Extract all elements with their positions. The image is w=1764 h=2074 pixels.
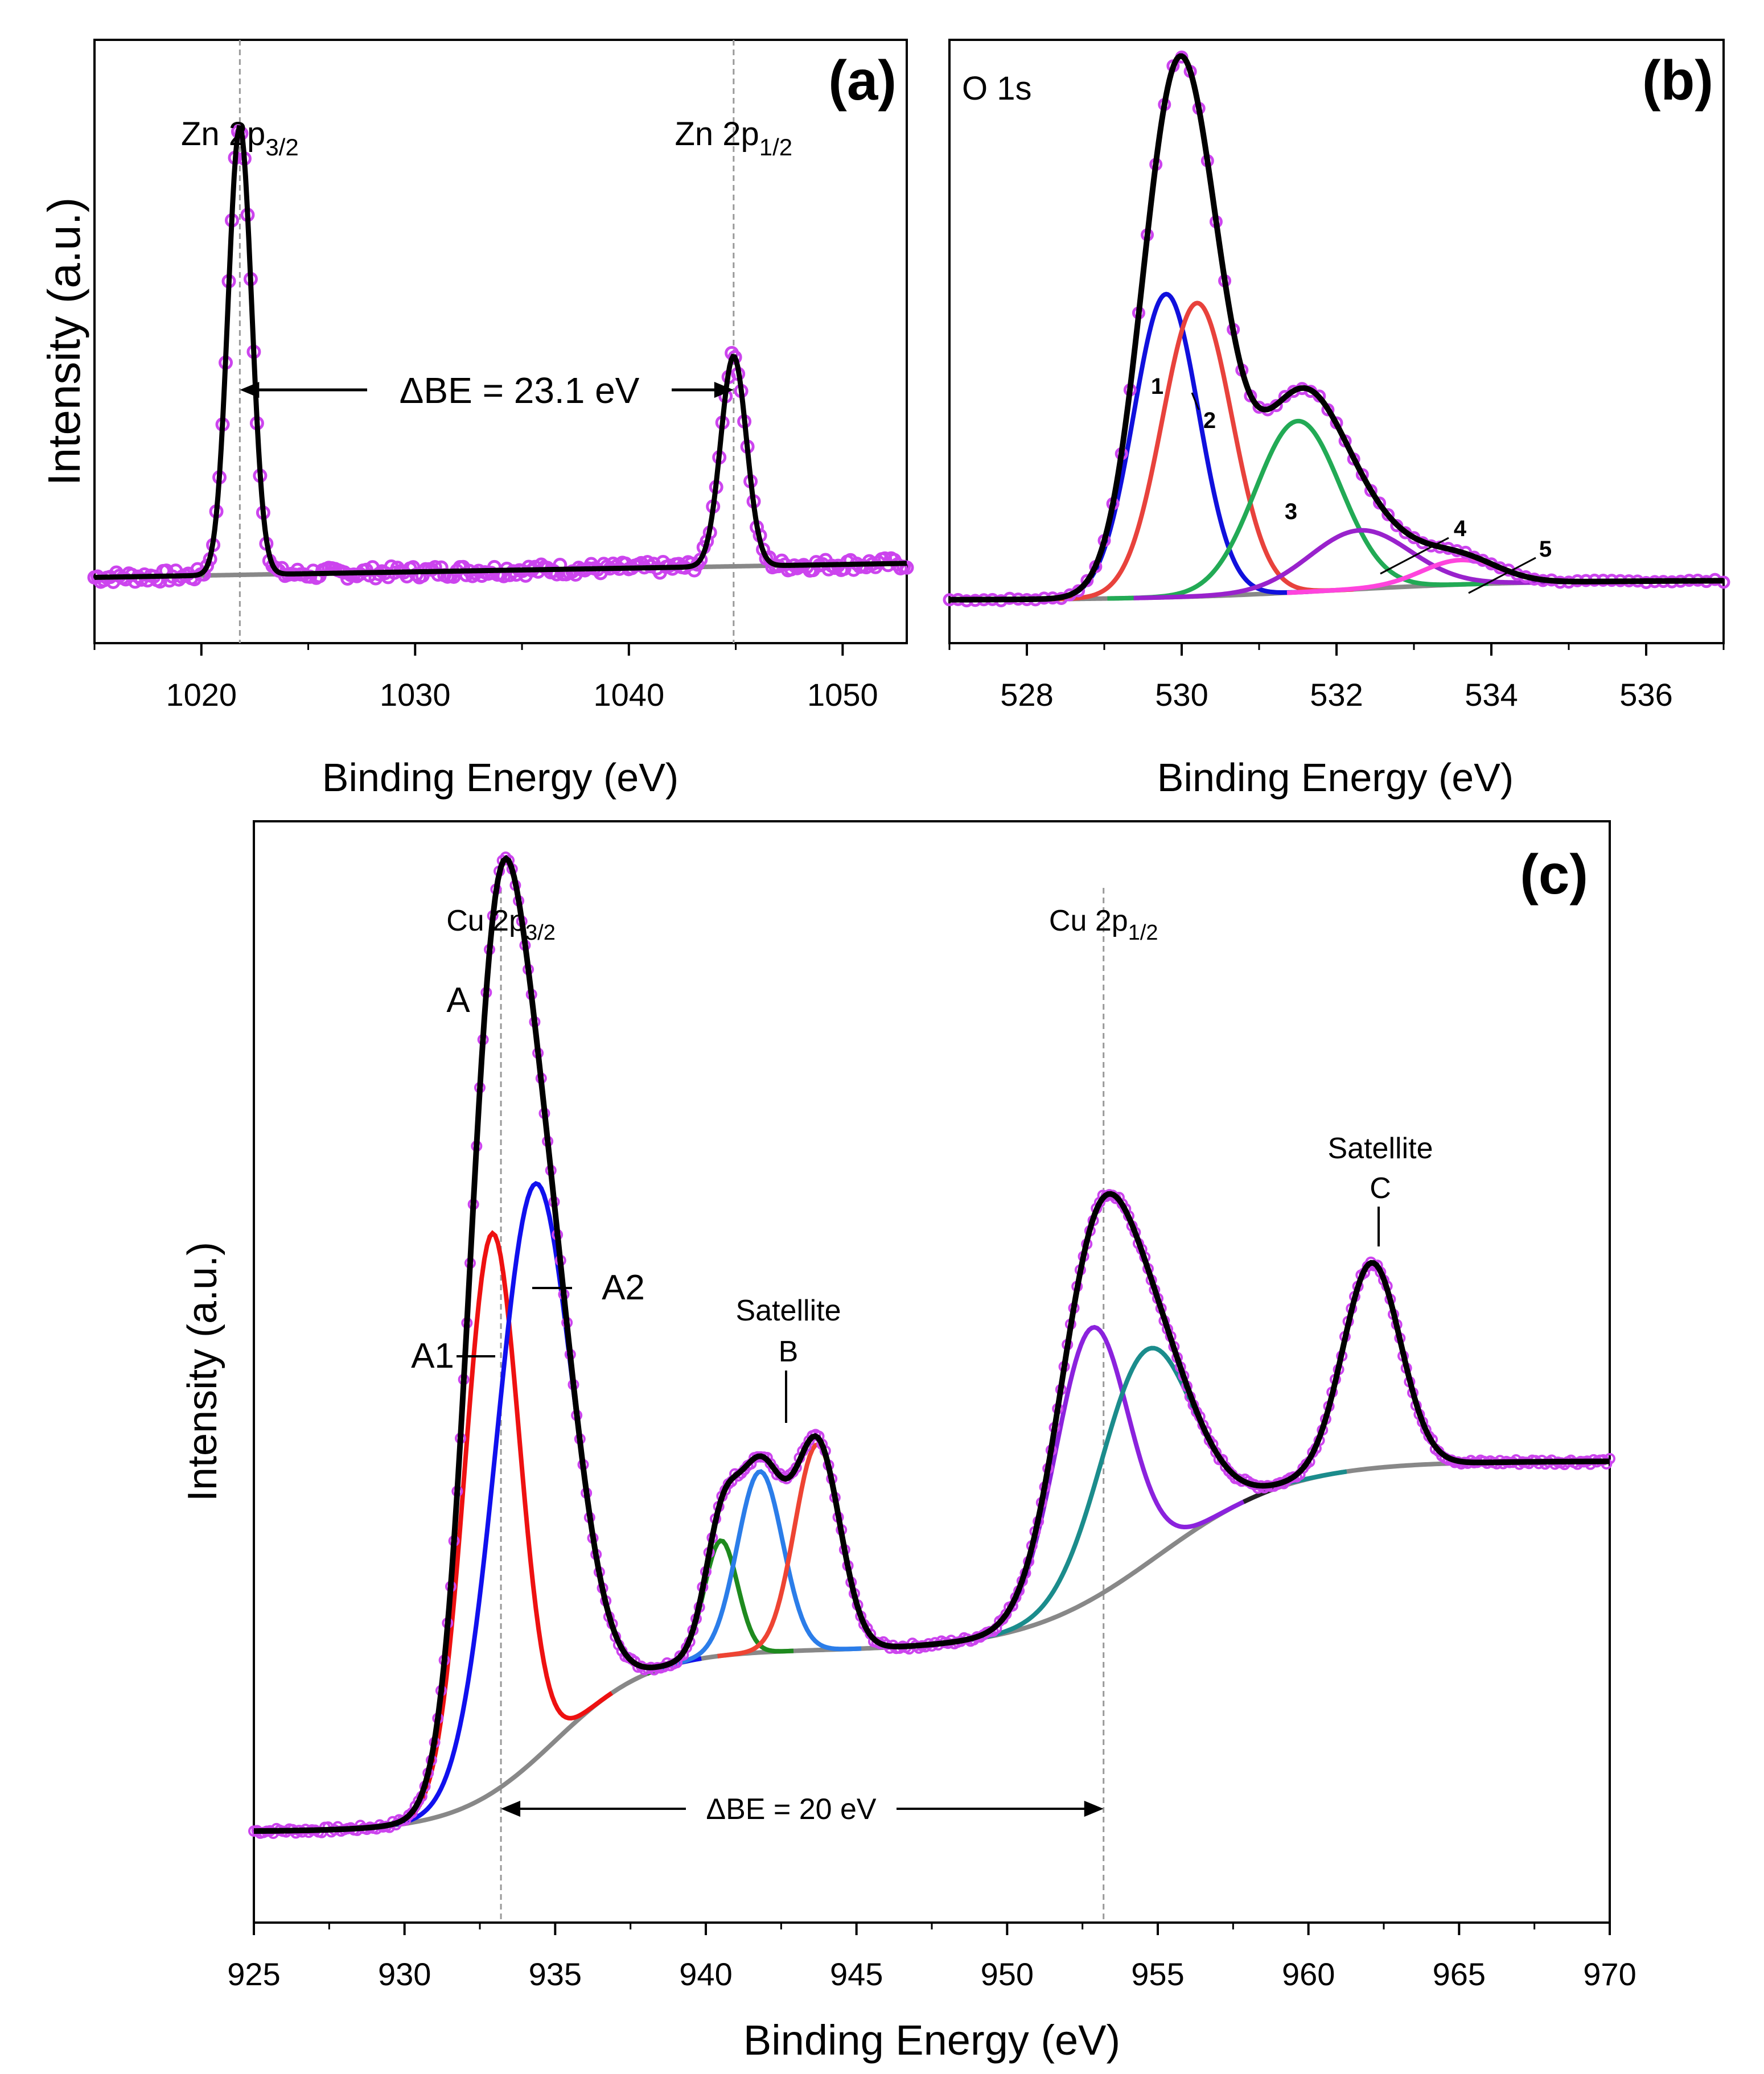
zn-2p12-main: Zn 2p (675, 116, 759, 153)
fit-envelope (253, 855, 1610, 1834)
x-tick-label-940: 940 (679, 1956, 732, 1992)
panel-c-label: (c) (1520, 843, 1588, 906)
x-tick-label-955: 955 (1131, 1956, 1184, 1992)
panel-a-y-axis-title: Intensity (a.u.) (39, 197, 89, 486)
delta-arrow-right-head (1084, 1800, 1104, 1817)
component-3-label: 3 (1285, 499, 1297, 524)
panel-a-x-axis-title: Binding Energy (eV) (322, 755, 679, 800)
component-A1 (370, 1230, 614, 1830)
x-tick-label-536: 536 (1619, 677, 1672, 713)
panel-b-x-axis-title: Binding Energy (eV) (1157, 755, 1514, 800)
data-point (1080, 574, 1094, 587)
delta-arrow-right-head (714, 381, 734, 398)
panel-b-plot-area (943, 50, 1730, 608)
data-point (268, 561, 283, 575)
data-points (943, 50, 1730, 608)
panel-a-delta-be-label: ΔBE = 23.1 eV (400, 370, 640, 411)
component-3 (1107, 418, 1488, 601)
x-tick-label-930: 930 (378, 1956, 431, 1992)
peak-a1-label: A1 (411, 1336, 454, 1376)
zn-2p32-subscript: 3/2 (265, 134, 298, 161)
panel-b-x-ticks: 528 530 532 534 536 (948, 643, 1725, 713)
satellite-b-label: B (779, 1335, 799, 1368)
zn-2p32-label: Zn 2p3/2 (181, 116, 299, 161)
panel-c-delta-be-label: ΔBE = 20 eV (706, 1793, 877, 1826)
component-2p1-2-a (928, 1324, 1253, 1647)
satellite-b-title: Satellite (736, 1294, 841, 1327)
x-tick-label-528: 528 (1000, 677, 1053, 713)
component-4-label: 4 (1454, 516, 1467, 541)
panel-c-x-ticks: 925 930 935 940 945 950 955 960 965 970 (227, 1923, 1636, 1992)
component-sat-blue (660, 1469, 862, 1671)
zn-2p12-label: Zn 2p1/2 (675, 116, 792, 161)
x-tick-label-1030: 1030 (380, 677, 451, 713)
component-2-label: 2 (1203, 408, 1216, 433)
cu-2p12-subscript: 1/2 (1128, 921, 1158, 945)
component-2 (1041, 301, 1354, 602)
cu-2p32-main: Cu 2p (446, 904, 525, 937)
component-5-label: 5 (1539, 537, 1552, 562)
delta-arrow-left-head (501, 1800, 521, 1817)
component-1-label: 1 (1151, 374, 1163, 399)
fit-envelope (94, 125, 907, 580)
panel-b-title: O 1s (962, 70, 1032, 107)
satellite-c-label: C (1370, 1172, 1391, 1205)
x-tick-label-1050: 1050 (807, 677, 878, 713)
x-tick-label-960: 960 (1282, 1956, 1335, 1992)
panel-c-x-axis-title: Binding Energy (eV) (743, 2017, 1120, 2064)
cu-2p32-label: Cu 2p3/2 (446, 904, 556, 945)
panel-c-plot-area (248, 851, 1615, 1923)
x-tick-label-1040: 1040 (594, 677, 665, 713)
x-tick-label-530: 530 (1155, 677, 1208, 713)
peak-a-label: A (446, 981, 470, 1020)
component-2-leader (1191, 392, 1200, 410)
satellite-c-title: Satellite (1328, 1132, 1433, 1165)
panel-a-plot-area (87, 40, 914, 643)
peak-a2-label: A2 (602, 1268, 645, 1307)
panel-a-zn2p: 1020 1030 1040 1050 (a) Zn 2p3/2 Zn 2p1/2 Δ… (39, 39, 914, 800)
panel-a-frame (93, 39, 908, 644)
panel-c-delta-be-arrow (501, 1800, 1104, 1817)
zn-2p12-subscript: 1/2 (759, 134, 792, 161)
panel-c-cu2p: 925 930 935 940 945 950 955 960 965 970 (c) Cu 2p… (180, 820, 1636, 2064)
x-tick-label-935: 935 (529, 1956, 582, 1992)
data-point (1381, 508, 1395, 521)
cu-2p12-label: Cu 2p1/2 (1049, 904, 1158, 945)
x-tick-label-950: 950 (981, 1956, 1034, 1992)
delta-arrow-left-head (240, 381, 260, 398)
cu-2p32-subscript: 3/2 (525, 921, 556, 945)
data-points (87, 124, 914, 589)
data-point (809, 555, 824, 570)
x-tick-label-945: 945 (830, 1956, 883, 1992)
x-tick-label-534: 534 (1465, 677, 1518, 713)
zn-2p32-main: Zn 2p (181, 116, 265, 153)
x-tick-label-970: 970 (1583, 1956, 1636, 1992)
component-4 (1133, 528, 1586, 600)
panel-a-label: (a) (828, 49, 897, 112)
component-5-leader (1468, 557, 1536, 594)
component-A2 (365, 1180, 702, 1830)
panel-c-y-axis-title: Intensity (a.u.) (180, 1242, 225, 1501)
component-4-leader (1380, 537, 1449, 575)
x-tick-label-965: 965 (1433, 1956, 1486, 1992)
panel-b-o1s: 528 530 532 534 536 O 1s (b) 1 2 3 4 5 Bindi… (943, 39, 1730, 800)
panel-b-label: (b) (1642, 49, 1713, 112)
data-point (899, 560, 914, 575)
x-tick-label-532: 532 (1310, 677, 1363, 713)
component-2p1-2-b (942, 1345, 1347, 1646)
x-tick-label-925: 925 (227, 1956, 280, 1992)
panel-a-x-ticks: 1020 1030 1040 1050 (93, 643, 878, 713)
panel-a-delta-be-arrow (240, 381, 734, 398)
cu-2p12-main: Cu 2p (1049, 904, 1128, 937)
panel-b-frame (948, 39, 1725, 644)
x-tick-label-1020: 1020 (166, 677, 237, 713)
fit-envelope (949, 53, 1724, 603)
